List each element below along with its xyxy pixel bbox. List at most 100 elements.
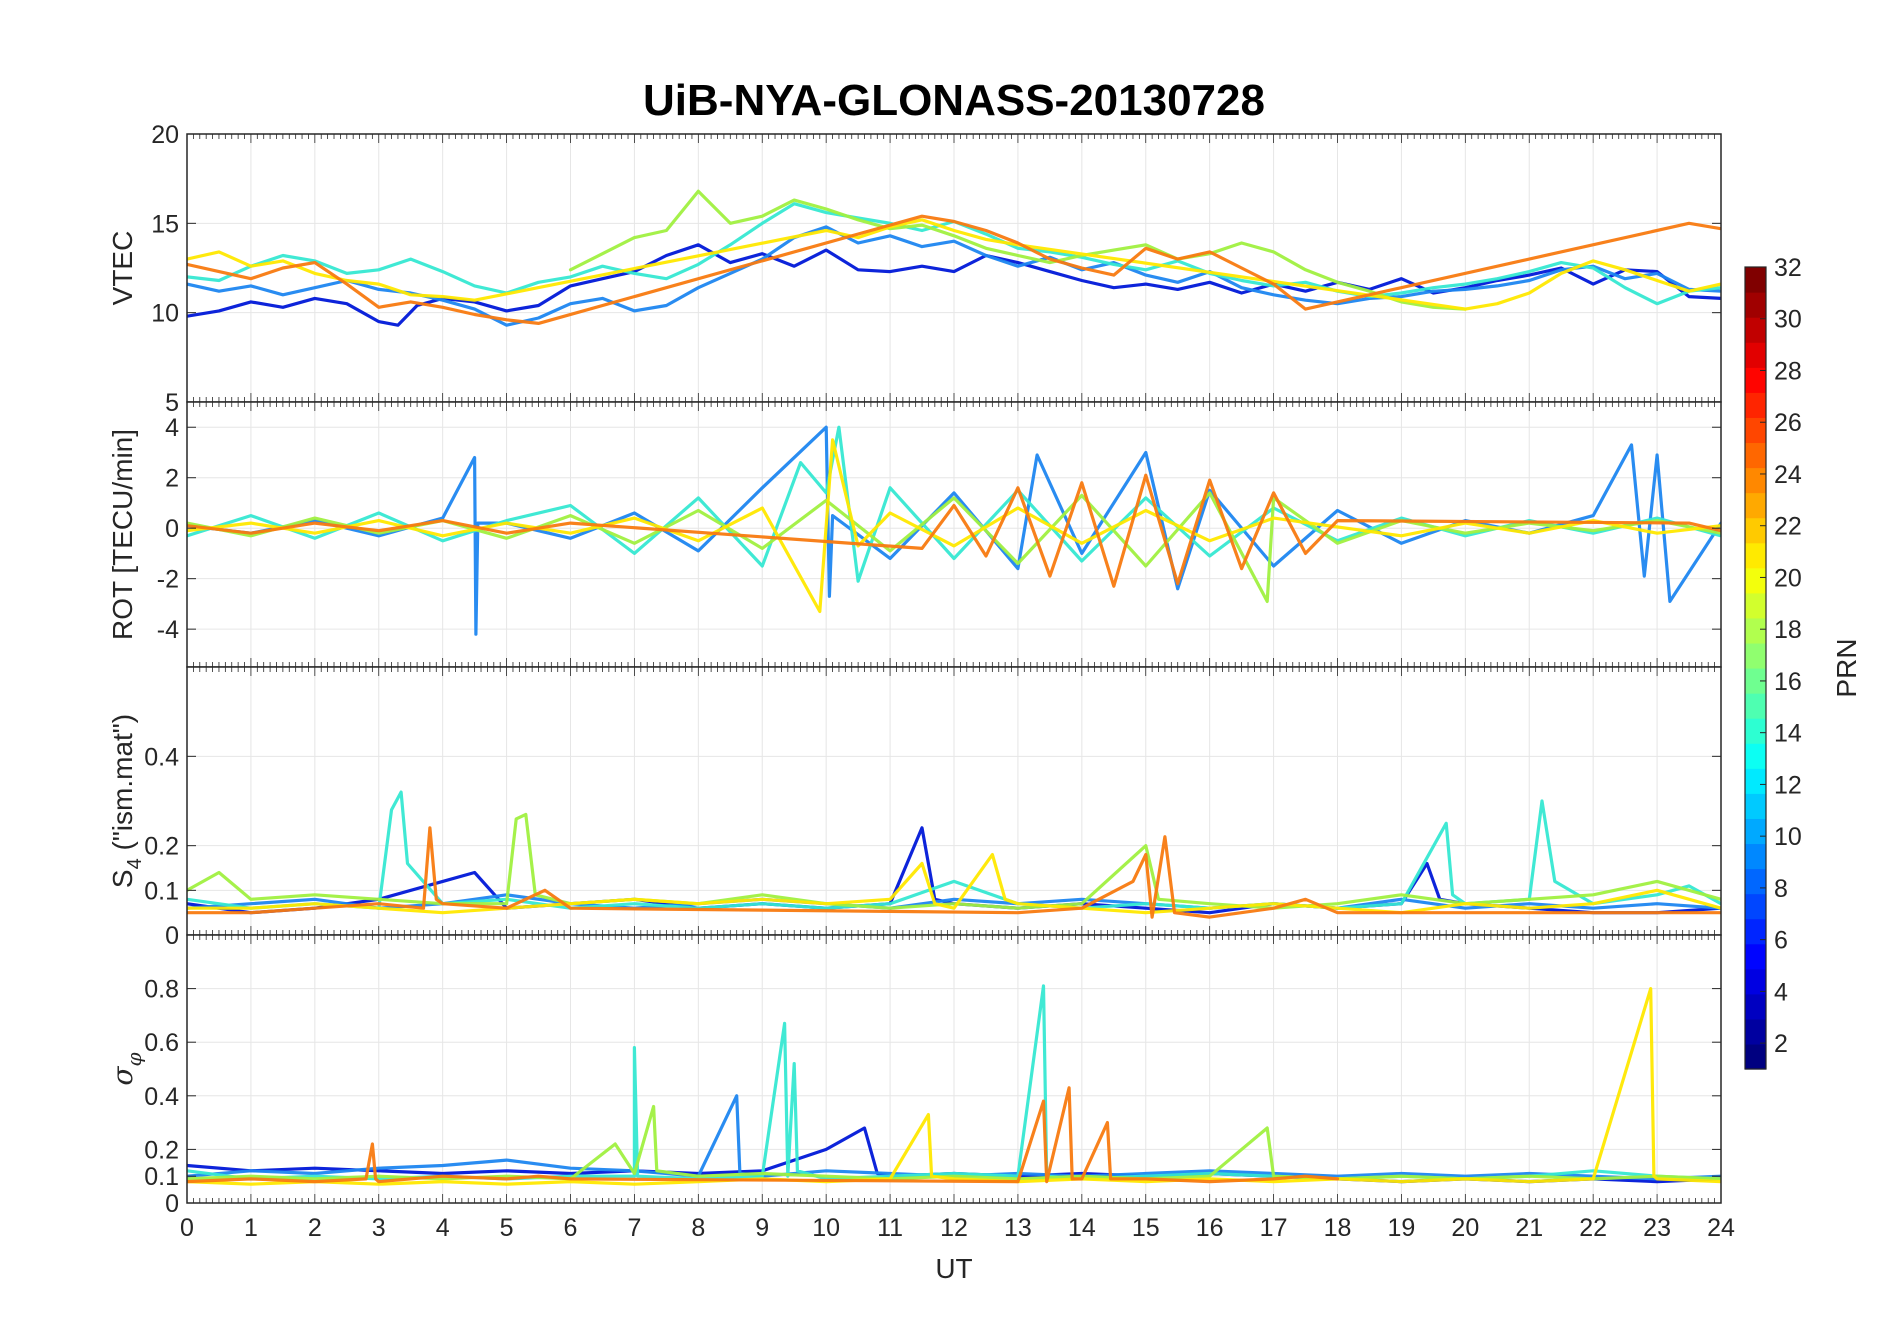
x-tick-label: 9 bbox=[755, 1214, 769, 1242]
y-tick-label: 0.6 bbox=[144, 1029, 179, 1057]
x-tick-label: 12 bbox=[940, 1214, 968, 1242]
series-line-s4-4 bbox=[187, 852, 1721, 915]
colorbar-tick-label: 10 bbox=[1774, 823, 1802, 851]
colorbar-segment bbox=[1745, 793, 1766, 819]
series-line-vtec-3 bbox=[568, 189, 1467, 311]
series-group bbox=[187, 984, 1721, 1186]
colorbar-tick-label: 26 bbox=[1774, 409, 1802, 437]
y-tick-label: 0.1 bbox=[144, 877, 179, 905]
x-tick-label: 2 bbox=[308, 1214, 322, 1242]
colorbar-segment bbox=[1745, 1018, 1766, 1045]
y-tick-label: 2 bbox=[165, 465, 179, 493]
series-line-sigma_phi-1 bbox=[187, 1094, 1721, 1181]
x-axis-label: UT bbox=[935, 1253, 972, 1284]
x-tick-label: 18 bbox=[1324, 1214, 1352, 1242]
x-tick-label: 7 bbox=[627, 1214, 641, 1242]
colorbar-tick-label: 32 bbox=[1774, 254, 1802, 282]
colorbar-tick-label: 8 bbox=[1774, 875, 1788, 903]
y-tick-label: -4 bbox=[157, 616, 179, 644]
colorbar-tick-label: 22 bbox=[1774, 513, 1802, 541]
colorbar-tick-label: 16 bbox=[1774, 668, 1802, 696]
colorbar-tick-label: 30 bbox=[1774, 306, 1802, 334]
y-tick-label: 0.2 bbox=[144, 1136, 179, 1164]
y-tick-label: 0 bbox=[165, 922, 179, 950]
panel-s4: 0 0.1 0.2 0.4S4 ("ism.mat") bbox=[107, 666, 1722, 950]
colorbar-segment bbox=[1745, 442, 1766, 469]
x-tick-label: 15 bbox=[1132, 1214, 1160, 1242]
colorbar-segment bbox=[1745, 642, 1766, 669]
colorbar-segment bbox=[1745, 943, 1766, 970]
y-axis-label-main: σ bbox=[106, 1066, 139, 1086]
x-tick-label: 24 bbox=[1707, 1214, 1735, 1242]
colorbar-segment bbox=[1745, 868, 1766, 895]
colorbar-segment bbox=[1745, 292, 1766, 318]
colorbar-segment bbox=[1745, 267, 1766, 293]
y-axis-label: S4 ("ism.mat") bbox=[107, 714, 146, 888]
x-tick-label: 6 bbox=[564, 1214, 578, 1242]
series-line-rot-0 bbox=[187, 425, 1721, 636]
series-line-vtec-5 bbox=[187, 214, 1721, 325]
colorbar-segment bbox=[1745, 592, 1766, 619]
y-tick-label: 4 bbox=[165, 414, 179, 442]
y-axis-label-main: S bbox=[107, 869, 138, 888]
colorbar-tick-label: 20 bbox=[1774, 564, 1802, 592]
colorbar-tick-label: 2 bbox=[1774, 1030, 1788, 1058]
series-group bbox=[187, 790, 1721, 919]
x-tick-label: 16 bbox=[1196, 1214, 1224, 1242]
colorbar-segment bbox=[1745, 918, 1766, 945]
colorbar-segment bbox=[1745, 993, 1766, 1020]
x-tick-label: 19 bbox=[1388, 1214, 1416, 1242]
panel-rot: -4 -2 0 2 4 ROT [TECU/min] bbox=[107, 401, 1722, 668]
colorbar-tick-label: 28 bbox=[1774, 357, 1802, 385]
colorbar-segment bbox=[1745, 893, 1766, 920]
chart-title: UiB-NYA-GLONASS-20130728 bbox=[643, 76, 1265, 125]
y-axis-label: σφ bbox=[106, 1052, 146, 1085]
y-tick-label: -2 bbox=[157, 566, 179, 594]
colorbar-tick-label: 12 bbox=[1774, 771, 1802, 799]
x-tick-label: 1 bbox=[244, 1214, 258, 1242]
colorbar-segment bbox=[1745, 843, 1766, 870]
y-tick-label: 20 bbox=[151, 121, 179, 149]
colorbar-segment bbox=[1745, 317, 1766, 343]
colorbar-label: PRN bbox=[1831, 638, 1862, 697]
colorbar-frame bbox=[1744, 266, 1767, 1070]
y-axis-label: ROT [TECU/min] bbox=[107, 429, 138, 640]
x-tick-label: 22 bbox=[1579, 1214, 1607, 1242]
y-axis-label-sub: 4 bbox=[124, 858, 146, 869]
x-tick-label: 23 bbox=[1643, 1214, 1671, 1242]
colorbar-segment bbox=[1745, 367, 1766, 393]
x-tick-label: 0 bbox=[180, 1214, 194, 1242]
series-line-s4-3 bbox=[187, 812, 1721, 910]
colorbar-segment bbox=[1745, 768, 1766, 794]
y-tick-label: 0.4 bbox=[144, 1083, 179, 1111]
colorbar-segment bbox=[1745, 517, 1766, 544]
x-tick-label: 21 bbox=[1515, 1214, 1543, 1242]
x-tick-label: 20 bbox=[1451, 1214, 1479, 1242]
y-axis-label: VTEC bbox=[107, 231, 138, 306]
panel-vtec: 5 10 15 20 VTEC bbox=[107, 121, 1722, 417]
colorbar-segment bbox=[1745, 342, 1766, 368]
series-line-vtec-4 bbox=[187, 218, 1721, 311]
y-tick-label: 15 bbox=[151, 210, 179, 238]
series-line-vtec-1 bbox=[187, 225, 1721, 327]
series-group bbox=[187, 425, 1721, 636]
colorbar-segment bbox=[1745, 617, 1766, 644]
colorbar-segment bbox=[1745, 567, 1766, 594]
x-tick-label: 11 bbox=[877, 1214, 903, 1242]
x-tick-label: 8 bbox=[691, 1214, 705, 1242]
series-line-sigma_phi-4 bbox=[187, 986, 1721, 1186]
colorbar-segment bbox=[1745, 718, 1766, 744]
y-tick-label: 0.8 bbox=[144, 976, 179, 1004]
colorbar-segment bbox=[1745, 467, 1766, 494]
y-tick-label: 0.1 bbox=[144, 1163, 179, 1191]
series-line-rot-3 bbox=[187, 438, 1721, 614]
y-tick-label: 0.2 bbox=[144, 833, 179, 861]
x-tick-label: 5 bbox=[500, 1214, 514, 1242]
y-tick-label: 0 bbox=[165, 515, 179, 543]
x-tick-label: 14 bbox=[1068, 1214, 1096, 1242]
colorbar-segment bbox=[1745, 417, 1766, 444]
series-group bbox=[187, 189, 1721, 327]
y-tick-label: 0.4 bbox=[144, 743, 179, 771]
colorbar-segment bbox=[1745, 743, 1766, 769]
